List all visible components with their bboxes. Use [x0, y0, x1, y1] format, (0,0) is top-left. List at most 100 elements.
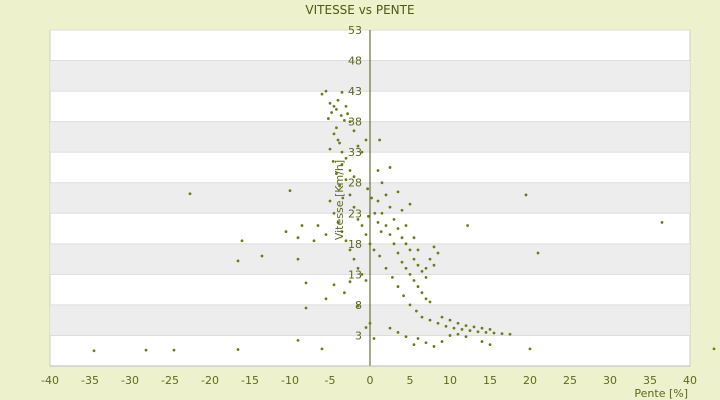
data-point: [468, 329, 472, 332]
data-point: [343, 291, 346, 295]
data-point: [335, 126, 338, 130]
data-point: [312, 239, 316, 243]
data-point: [416, 248, 420, 252]
data-point: [348, 169, 352, 172]
x-tick-label: 20: [523, 374, 537, 387]
data-point: [476, 330, 480, 334]
data-point: [346, 112, 349, 116]
data-point: [240, 239, 244, 243]
data-point: [379, 230, 383, 234]
data-point: [356, 217, 360, 221]
x-tick-label: 0: [367, 374, 374, 387]
data-point: [384, 193, 388, 197]
data-point: [384, 266, 388, 270]
data-point: [372, 337, 376, 340]
data-point: [436, 321, 440, 325]
data-point: [432, 263, 436, 267]
data-point: [332, 104, 336, 108]
data-point: [288, 189, 292, 193]
data-point: [344, 156, 348, 160]
data-point: [331, 159, 335, 163]
data-point: [372, 248, 376, 252]
data-point: [332, 283, 336, 287]
data-point: [448, 318, 452, 322]
data-point: [428, 257, 432, 261]
data-point: [466, 224, 469, 227]
data-point: [376, 199, 380, 203]
data-point: [464, 324, 468, 328]
data-point: [400, 208, 404, 212]
data-point: [364, 138, 368, 142]
data-point: [380, 211, 384, 215]
data-point: [408, 272, 412, 276]
data-point: [340, 90, 344, 94]
x-tick-label: 10: [443, 374, 457, 387]
y-tick-label: 13: [348, 268, 362, 281]
data-point: [367, 214, 370, 218]
data-point: [440, 315, 444, 319]
data-point: [408, 248, 412, 252]
data-point: [188, 192, 192, 196]
data-point: [340, 230, 344, 234]
data-point: [328, 199, 332, 203]
data-point: [480, 340, 484, 343]
data-point: [327, 117, 330, 120]
data-point: [366, 187, 369, 191]
x-tick-label: -25: [161, 374, 179, 387]
data-point: [488, 327, 492, 331]
data-point: [328, 147, 332, 151]
data-point: [420, 315, 424, 319]
data-point: [364, 233, 368, 237]
data-point: [412, 236, 416, 240]
data-point: [408, 202, 412, 206]
data-point: [352, 175, 356, 179]
data-point: [400, 236, 404, 240]
data-point: [332, 211, 336, 215]
data-point: [464, 335, 468, 339]
data-point: [260, 254, 264, 258]
data-point: [300, 224, 304, 227]
x-tick-label: 40: [683, 374, 697, 387]
y-axis-label: Vitesse [Km/h]: [333, 160, 346, 240]
data-point: [424, 341, 428, 345]
data-point: [528, 347, 532, 351]
data-point: [404, 242, 408, 246]
data-point: [408, 303, 412, 307]
data-point: [352, 257, 356, 261]
data-point: [380, 181, 384, 185]
data-point: [536, 251, 540, 255]
x-tick-label: -35: [81, 374, 99, 387]
data-point: [432, 345, 436, 348]
data-point: [344, 239, 348, 243]
data-point: [420, 291, 424, 295]
y-tick-label: 33: [348, 146, 362, 159]
data-point: [236, 259, 240, 263]
data-point: [356, 266, 360, 270]
data-point: [396, 331, 400, 334]
data-point: [330, 111, 333, 114]
data-point: [343, 119, 346, 122]
data-point: [384, 224, 388, 227]
data-point: [304, 306, 308, 310]
data-point: [415, 309, 418, 313]
x-tick-label: 5: [407, 374, 414, 387]
x-tick-label: -20: [201, 374, 219, 387]
data-point: [444, 324, 448, 328]
data-point: [328, 101, 332, 105]
data-point: [360, 150, 364, 154]
data-point: [428, 300, 432, 304]
data-point: [416, 263, 420, 267]
data-point: [412, 343, 416, 347]
y-tick-label: 38: [348, 116, 362, 129]
data-point: [508, 332, 512, 336]
data-point: [378, 138, 381, 142]
data-point: [660, 221, 664, 224]
data-point: [424, 276, 428, 279]
data-point: [236, 348, 240, 351]
data-point: [456, 332, 460, 336]
data-point: [320, 347, 324, 351]
data-point: [368, 242, 372, 246]
data-point: [396, 227, 400, 230]
data-point: [424, 266, 428, 270]
